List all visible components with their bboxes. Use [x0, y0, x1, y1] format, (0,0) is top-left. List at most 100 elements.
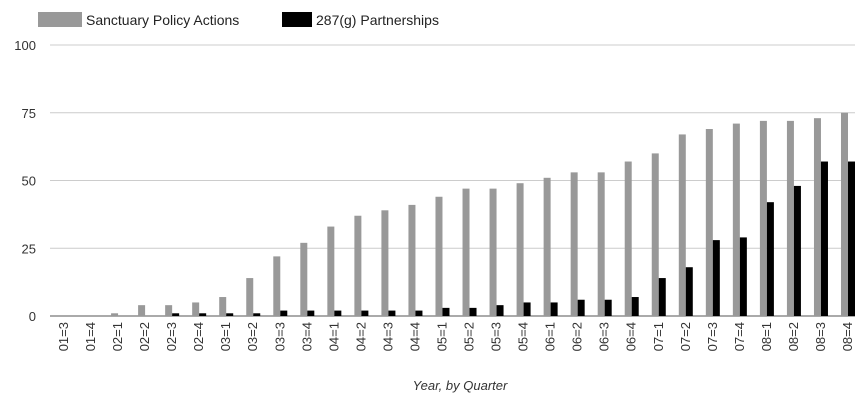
bar-287g-partnerships — [469, 307, 477, 316]
x-tick-label: 02=2 — [137, 322, 152, 351]
bar-287g-partnerships — [253, 313, 261, 316]
x-tick-label: 06=2 — [570, 322, 585, 351]
bar-sanctuary-policy-actions — [462, 188, 470, 316]
bar-sanctuary-policy-actions — [381, 210, 389, 316]
bar-sanctuary-policy-actions — [219, 297, 227, 316]
x-tick-label: 06=1 — [543, 322, 558, 351]
x-tick-label: 04=1 — [326, 322, 341, 351]
bar-287g-partnerships — [361, 310, 369, 316]
bar-287g-partnerships — [442, 307, 450, 316]
legend-label-sanctuary-policy-actions: Sanctuary Policy Actions — [86, 12, 239, 28]
bar-287g-partnerships — [307, 310, 315, 316]
x-tick-label: 07=3 — [705, 322, 720, 351]
bar-287g-partnerships — [523, 302, 531, 316]
bars — [111, 112, 855, 316]
x-tick-label: 04=3 — [380, 322, 395, 351]
x-tick-label: 03=2 — [245, 322, 260, 351]
bar-287g-partnerships — [199, 313, 207, 316]
x-tick-label: 05=2 — [462, 322, 477, 351]
x-tick-label: 05=3 — [489, 322, 504, 351]
bar-287g-partnerships — [848, 161, 855, 316]
bar-sanctuary-policy-actions — [732, 123, 740, 316]
x-tick-label: 05=1 — [434, 322, 449, 351]
y-tick-label: 100 — [14, 38, 36, 53]
bar-sanctuary-policy-actions — [246, 278, 254, 316]
x-tick-label: 07=2 — [678, 322, 693, 351]
bar-287g-partnerships — [604, 299, 612, 316]
x-tick-label: 08=1 — [759, 322, 774, 351]
legend: Sanctuary Policy Actions 287(g) Partnersh… — [38, 12, 439, 28]
x-tick-label: 03=1 — [218, 322, 233, 351]
bar-sanctuary-policy-actions — [489, 188, 497, 316]
x-tick-label: 04=4 — [407, 322, 422, 351]
bar-sanctuary-policy-actions — [813, 118, 821, 316]
x-tick-label: 04=2 — [353, 322, 368, 351]
bar-287g-partnerships — [739, 237, 747, 316]
bar-sanctuary-policy-actions — [624, 161, 632, 316]
y-axis-ticks: 0 25 50 75 100 — [14, 38, 36, 324]
bar-287g-partnerships — [388, 310, 396, 316]
x-tick-label: 06=3 — [597, 322, 612, 351]
bar-287g-partnerships — [685, 267, 693, 316]
x-tick-label: 08=3 — [813, 322, 828, 351]
bar-287g-partnerships — [550, 302, 558, 316]
bar-sanctuary-policy-actions — [651, 153, 659, 316]
legend-swatch-sanctuary-policy-actions — [38, 12, 82, 27]
bar-287g-partnerships — [334, 310, 342, 316]
bar-sanctuary-policy-actions — [354, 215, 362, 316]
bar-sanctuary-policy-actions — [408, 204, 416, 316]
x-tick-label: 07=1 — [651, 322, 666, 351]
x-tick-label: 01=4 — [83, 322, 98, 351]
x-tick-label: 08=4 — [840, 322, 855, 351]
bar-287g-partnerships — [415, 310, 423, 316]
y-tick-label: 25 — [22, 241, 36, 256]
x-tick-label: 05=4 — [516, 322, 531, 351]
x-tick-label: 08=2 — [786, 322, 801, 351]
bar-287g-partnerships — [577, 299, 585, 316]
y-tick-label: 75 — [22, 106, 36, 121]
bar-287g-partnerships — [226, 313, 234, 316]
bar-sanctuary-policy-actions — [678, 134, 686, 316]
x-tick-label: 01=3 — [56, 322, 71, 351]
bar-sanctuary-policy-actions — [435, 196, 443, 316]
bar-287g-partnerships — [712, 240, 720, 316]
bar-287g-partnerships — [496, 305, 504, 316]
bar-sanctuary-policy-actions — [273, 256, 281, 316]
bar-287g-partnerships — [793, 185, 801, 316]
bar-287g-partnerships — [766, 202, 774, 316]
legend-label-287g-partnerships: 287(g) Partnerships — [316, 12, 439, 28]
bar-sanctuary-policy-actions — [327, 226, 335, 316]
bar-sanctuary-policy-actions — [300, 242, 308, 316]
x-tick-label: 02=3 — [164, 322, 179, 351]
bar-sanctuary-policy-actions — [759, 120, 767, 316]
x-tick-label: 02=1 — [110, 322, 125, 351]
x-tick-label: 03=3 — [272, 322, 287, 351]
legend-swatch-287g-partnerships — [282, 12, 312, 27]
bar-sanctuary-policy-actions — [165, 305, 173, 316]
y-tick-label: 0 — [29, 309, 36, 324]
bar-sanctuary-policy-actions — [543, 177, 551, 316]
x-tick-label: 03=4 — [299, 322, 314, 351]
x-tick-label: 02=4 — [191, 322, 206, 351]
bar-sanctuary-policy-actions — [111, 313, 119, 316]
bar-sanctuary-policy-actions — [516, 183, 524, 316]
bar-287g-partnerships — [658, 278, 666, 316]
bar-287g-partnerships — [172, 313, 180, 316]
bar-sanctuary-policy-actions — [705, 129, 713, 316]
bar-sanctuary-policy-actions — [841, 112, 848, 316]
bar-287g-partnerships — [820, 161, 828, 316]
x-axis-ticks: 01=3 01=4 02=1 02=2 02=3 02=4 03=1 03=2 03=3 03=4… — [56, 322, 855, 351]
x-tick-label: 07=4 — [732, 322, 747, 351]
bar-sanctuary-policy-actions — [597, 172, 605, 316]
bar-sanctuary-policy-actions — [786, 120, 794, 316]
y-tick-label: 50 — [22, 174, 36, 189]
bar-sanctuary-policy-actions — [138, 305, 146, 316]
bar-287g-partnerships — [280, 310, 288, 316]
gridlines — [50, 44, 855, 317]
x-tick-label: 06=4 — [624, 322, 639, 351]
bar-287g-partnerships — [631, 297, 639, 316]
bar-sanctuary-policy-actions — [570, 172, 578, 316]
x-axis-title: Year, by Quarter — [413, 378, 508, 393]
bar-sanctuary-policy-actions — [192, 302, 200, 316]
